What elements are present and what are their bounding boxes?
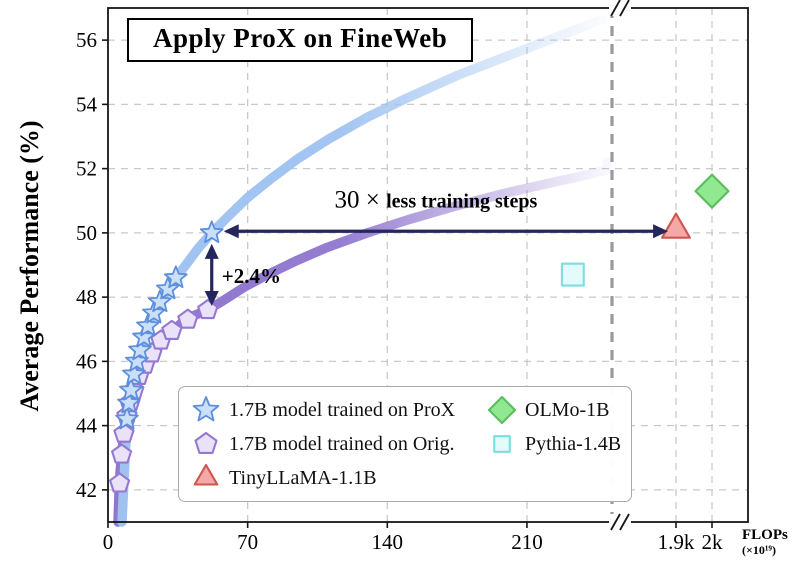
axes: 0 70 140 210 1.9k 2k 42 44 46 48 50 52 54 56 — [76, 0, 749, 554]
chart-title-box: Apply ProX on FineWeb — [127, 18, 474, 62]
y-tick-label: 52 — [76, 157, 97, 181]
legend-item-star: 1.7B model trained on ProX — [189, 395, 485, 425]
marker-star — [115, 406, 139, 430]
y-tick-label: 56 — [76, 28, 97, 52]
y-tick-label: 46 — [76, 349, 97, 373]
marker-pentagon — [109, 472, 131, 493]
arrowhead-left — [223, 224, 239, 239]
legend-marker-square-icon — [493, 435, 511, 453]
y-axis-label: Average Performance (%) — [15, 120, 44, 412]
y-tick-label: 44 — [76, 414, 98, 438]
legend-label: 1.7B model trained on ProX — [229, 398, 456, 421]
marker-pentagon — [194, 431, 218, 454]
axis-break-gap — [609, 514, 631, 530]
legend-marker-triangle-icon — [193, 463, 219, 486]
marker-star — [192, 396, 220, 422]
y-tick-label: 54 — [76, 92, 98, 116]
legend-item-triangle: TinyLLaMA-1.1B — [189, 463, 485, 493]
marker-pentagon — [111, 443, 133, 464]
marker-star — [136, 313, 160, 337]
arrowhead-right — [653, 224, 669, 239]
marker-star — [163, 265, 188, 289]
marker-pentagon — [161, 319, 183, 340]
marker-pentagon — [177, 308, 199, 329]
legend-label: Pythia-1.4B — [525, 432, 622, 455]
series-star — [115, 220, 224, 430]
speedup-annotation-text: 30 × less training steps — [335, 186, 538, 213]
x-tick-label: 1.9k — [658, 530, 695, 554]
legend-marker-diamond-icon — [487, 395, 517, 425]
gain-annotation-text: +2.4% — [222, 264, 281, 288]
legend: 1.7B model trained on ProX 1.7B model tra… — [178, 386, 633, 502]
x-tick-label: 70 — [237, 530, 258, 554]
legend-label: TinyLLaMA-1.1B — [229, 466, 377, 489]
legend-item-pentagon: 1.7B model trained on Orig. — [189, 429, 485, 459]
marker-square — [493, 435, 511, 453]
series-triangle — [661, 212, 691, 239]
marker-star — [155, 276, 180, 300]
x-axis-unit-line2: (×10¹⁹) — [742, 542, 777, 557]
series-square — [560, 262, 585, 287]
marker-star — [128, 337, 152, 361]
legend-item-square: Pythia-1.4B — [485, 429, 621, 459]
marker-star — [119, 377, 143, 401]
y-tick-label: 48 — [76, 285, 97, 309]
x-tick-label: 0 — [103, 530, 114, 554]
axis-break-slash — [610, 0, 621, 17]
marker-square — [560, 262, 585, 287]
x-axis-unit-label: FLOPs (×10¹⁹) — [742, 527, 788, 557]
marker-diamond — [694, 173, 730, 209]
x-tick-label: 210 — [511, 530, 543, 554]
arrowhead-up — [204, 243, 219, 259]
y-tick-label: 42 — [76, 478, 97, 502]
legend-label: OLMo-1B — [525, 398, 610, 421]
series-diamond — [694, 173, 730, 209]
axis-break-slash — [610, 513, 621, 531]
marker-pentagon — [197, 298, 219, 320]
arrowhead-down — [204, 290, 219, 306]
marker-triangle — [661, 212, 691, 239]
legend-label: 1.7B model trained on Orig. — [229, 432, 455, 455]
legend-item-diamond: OLMo-1B — [485, 395, 621, 425]
marker-star — [199, 220, 224, 244]
axis-break-gap — [609, 0, 631, 16]
annotations: 30 × less training steps +2.4% — [204, 186, 669, 306]
marker-triangle — [193, 463, 219, 486]
x-axis-unit-line1: FLOPs — [742, 527, 788, 543]
x-tick-label: 2k — [702, 530, 724, 554]
marker-diamond — [487, 395, 517, 425]
y-tick-label: 50 — [76, 221, 97, 245]
legend-marker-pentagon-icon — [194, 431, 218, 454]
marker-star — [147, 289, 172, 313]
axis-break-slash — [619, 0, 630, 17]
axis-break-slash — [619, 513, 630, 531]
marker-pentagon — [113, 422, 135, 443]
x-tick-label: 140 — [372, 530, 404, 554]
chart-title: Apply ProX on FineWeb — [153, 23, 448, 53]
legend-marker-star-icon — [192, 396, 220, 422]
